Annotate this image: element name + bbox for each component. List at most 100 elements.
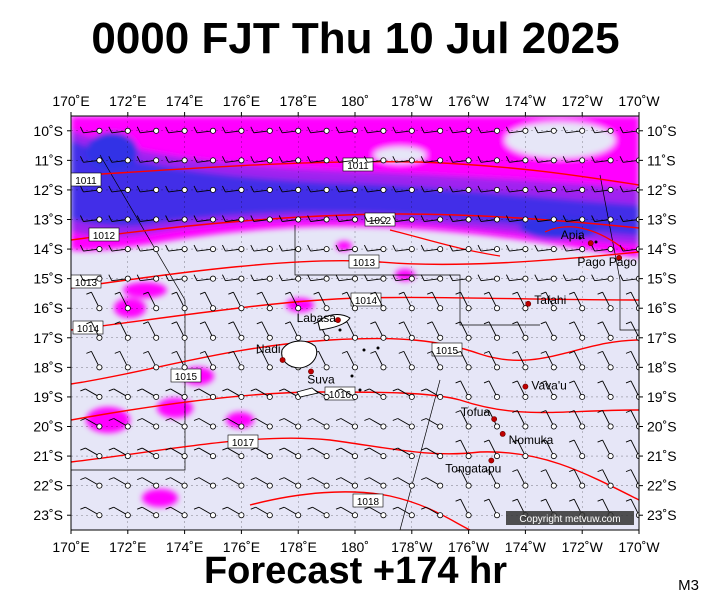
wind-barb [562,126,586,134]
wind-barb [143,350,160,371]
isobar-label: 1012 [93,231,116,242]
copyright-text: Copyright metvuw.com [519,514,620,525]
wind-barb [363,126,387,134]
wind-barb [278,274,302,282]
lat-label-left: 21˚S [33,448,63,464]
wind-barb [165,388,188,400]
wind-barb [540,291,557,312]
wind-barb [364,388,387,400]
wind-barb [512,410,529,430]
wind-barb [363,244,387,253]
wind-barb [392,274,415,282]
isobar-label-box [88,227,120,242]
wind-barb [540,350,557,371]
wind-barb [279,447,302,460]
wind-barb [540,469,557,489]
wind-barb [228,321,245,341]
wind-barb [335,185,358,193]
wind-barb [108,506,131,519]
axis-labels: 170˚E 170˚E 172˚E 172˚E 174˚E 174˚E 176˚E 176˚E… [33,93,676,555]
wind-barb [114,321,131,341]
wind-barb [597,469,614,489]
wind-barb [193,244,216,253]
wind-barb [143,291,160,312]
wind-barb [625,498,639,519]
wind-barb [165,185,188,193]
isobar-label: 1017 [232,438,255,449]
wind-barb [597,291,614,312]
wind-barb [363,215,387,223]
place-label: Nadi [256,342,281,356]
lat-label-right: 14˚S [647,241,677,257]
lon-label-bottom: 180˚ [341,539,369,555]
wind-barb [534,126,557,134]
wind-barb [512,469,529,489]
wind-barb [143,321,160,341]
small-island [338,328,342,332]
wind-barb [222,477,245,489]
isobar-label: 1013 [75,278,98,289]
wind-barb [86,291,103,312]
place-dot [491,416,498,423]
wind-barb [193,274,216,282]
lat-label-right: 12˚S [647,182,677,198]
wind-barb [307,477,330,489]
place-dot [488,457,495,464]
isobar-label: 1014 [77,324,100,335]
isobar-1018 [249,491,471,530]
lat-label-right: 22˚S [647,478,677,494]
rain-patch [123,282,167,298]
wind-barb [256,291,273,312]
isobar-label: 1014 [355,296,378,307]
wind-barb [108,156,131,164]
place-dot [522,383,529,390]
wind-barb [398,350,415,371]
wind-barb [505,244,529,253]
model-label: M3 [678,577,699,594]
wind-barb [421,447,444,460]
wind-barb [285,291,302,312]
wind-barb [193,156,216,164]
wind-barb [86,350,103,371]
wind-barb [108,388,131,400]
wind-barb [534,185,557,193]
copyright-badge: Copyright metvuw.com [506,511,634,525]
wind-barb [79,156,103,164]
small-island [350,374,354,378]
wind-barb [221,185,245,193]
lon-label-bottom: 170˚W [618,539,660,555]
wind-barb [562,156,586,164]
wind-barb [562,215,586,223]
rain-patch [157,398,193,418]
wind-barb [335,244,358,253]
wind-barb [165,447,188,460]
lat-label-right: 21˚S [647,448,677,464]
wind-barb [307,126,330,134]
wind-barb [307,506,330,519]
wind-barb [512,380,529,400]
wind-barb [335,274,358,282]
wind-barb [171,291,188,312]
wind-barb [250,156,273,164]
wind-barb [392,244,415,253]
wind-barb [569,439,586,460]
lat-label-right: 13˚S [647,212,677,228]
wind-barb [455,498,472,519]
wind-barb [193,447,216,460]
wind-barb [364,477,387,489]
rain-patch [142,489,178,507]
place-label: Suva [307,372,335,386]
wind-barb [335,388,358,400]
wind-barb [483,350,500,371]
map-title: 0000 FJT Thu 10 Jul 2025 [91,14,620,63]
isobar-label-box [324,386,356,401]
wind-barb [136,215,160,223]
isobar-label-box [348,254,380,269]
wind-barb [449,274,472,282]
wind-barb [364,506,387,519]
isobar-label: 1012 [369,216,392,227]
wind-barb [222,506,245,519]
lat-label-left: 18˚S [33,359,63,375]
place-label: Tongatapu [445,462,501,476]
